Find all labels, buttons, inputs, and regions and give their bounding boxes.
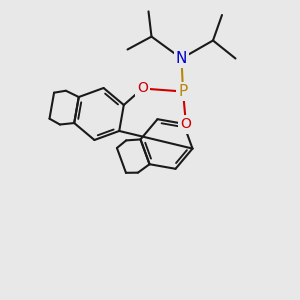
- Text: O: O: [137, 82, 148, 95]
- Text: O: O: [181, 118, 191, 131]
- Text: N: N: [176, 51, 187, 66]
- Text: P: P: [178, 84, 188, 99]
